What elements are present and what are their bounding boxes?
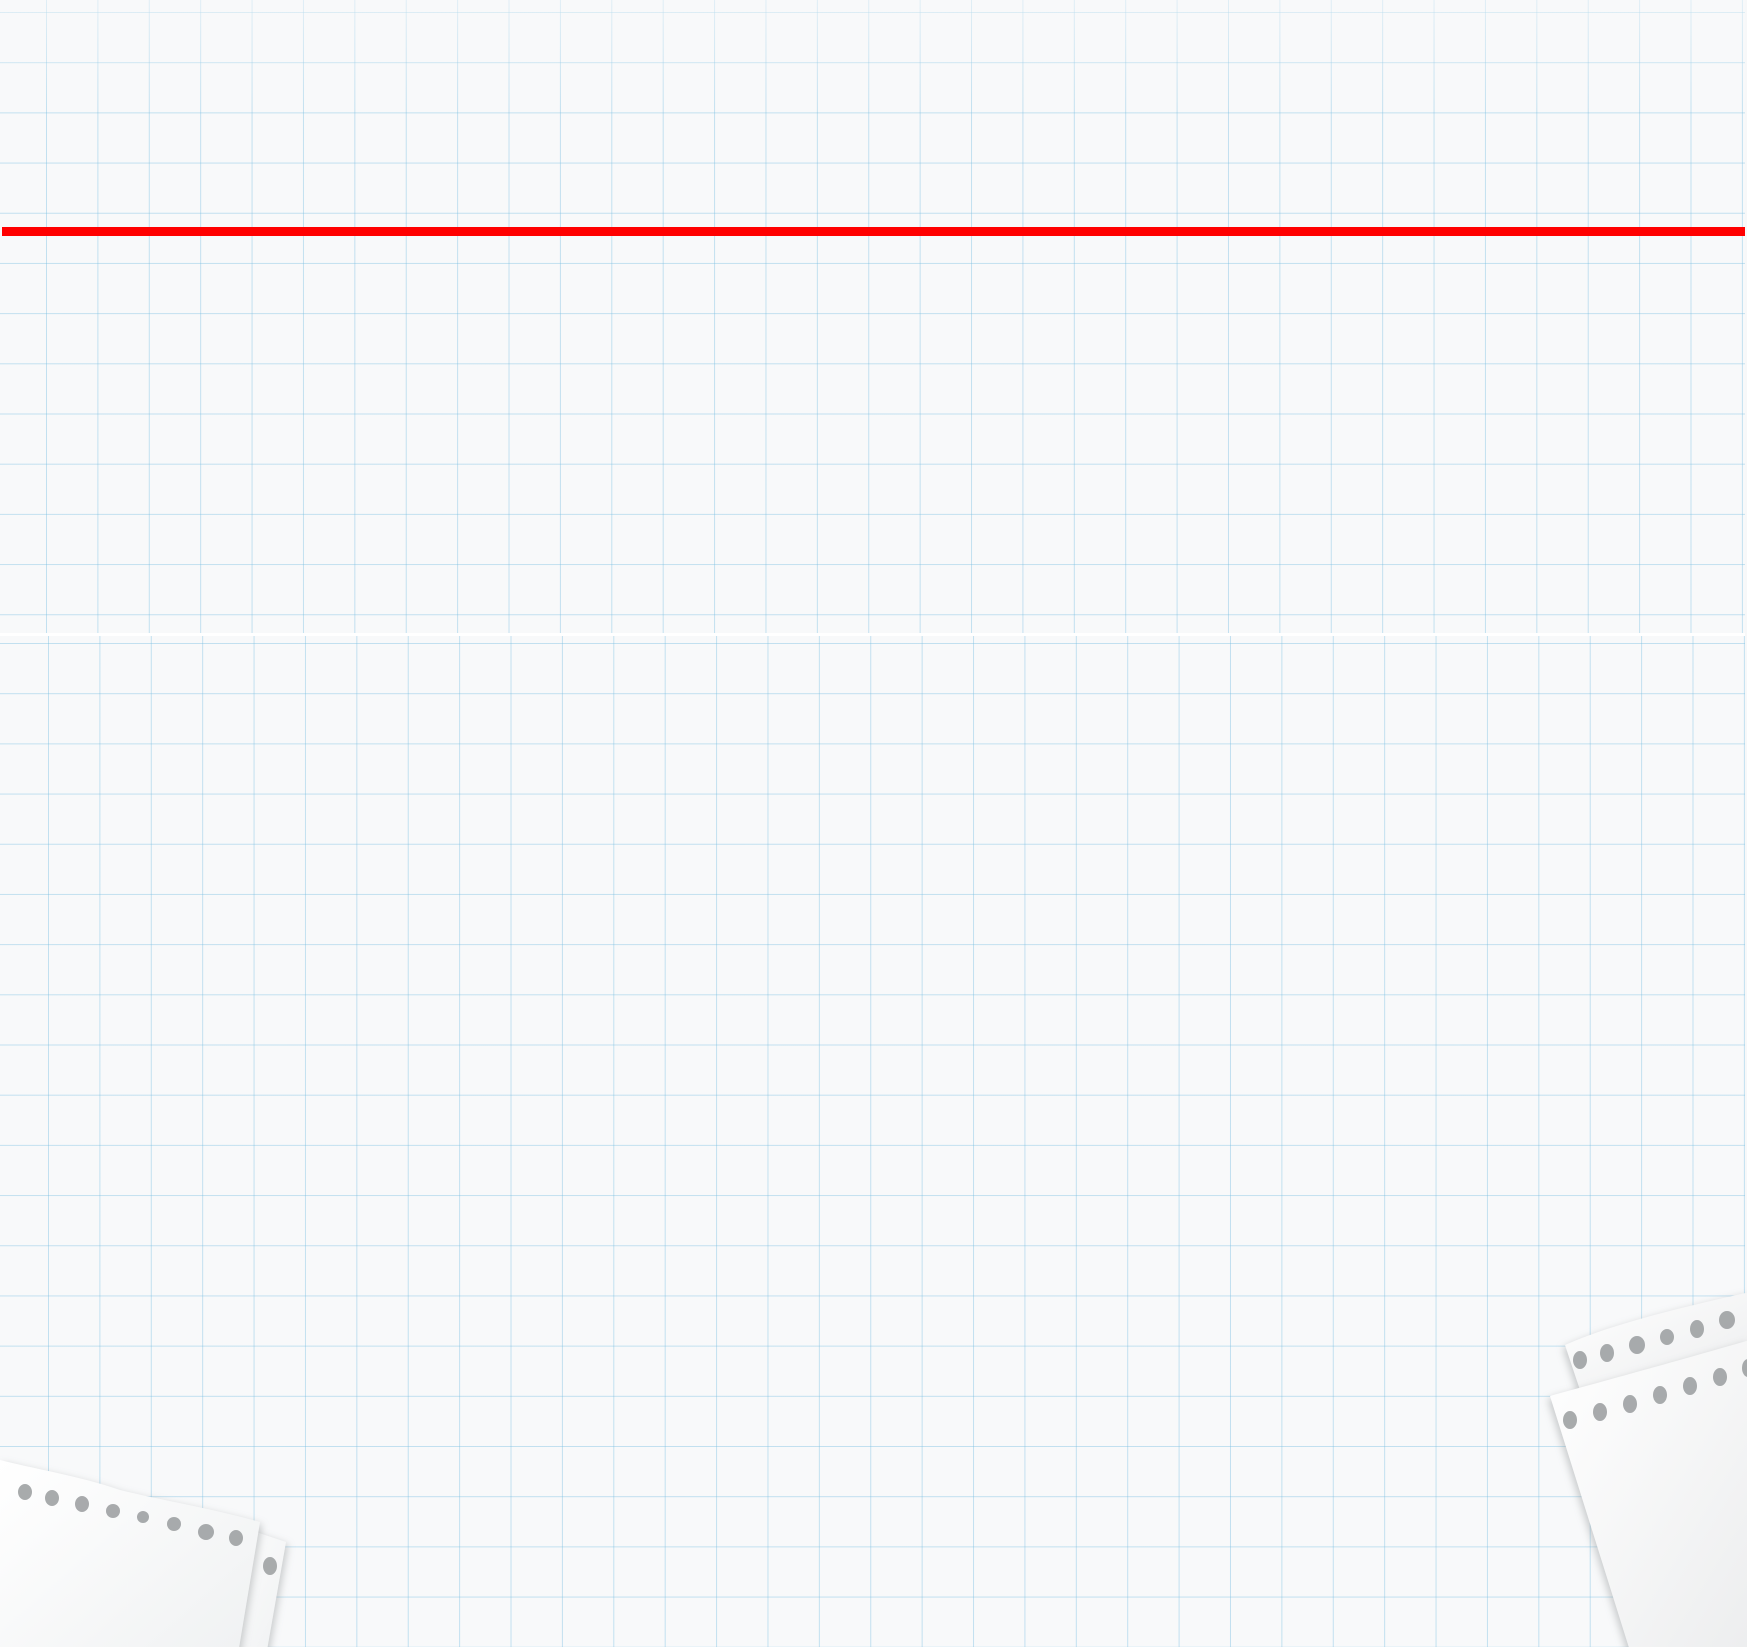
torn-paper-bottom-left xyxy=(0,1430,310,1647)
grid-paper-panel-top xyxy=(0,0,1745,633)
red-header-rule xyxy=(2,227,1745,236)
torn-paper-bottom-right xyxy=(1540,1270,1747,1647)
top-fade-overlay xyxy=(0,0,1745,633)
paper-sheet-front xyxy=(0,1460,260,1647)
